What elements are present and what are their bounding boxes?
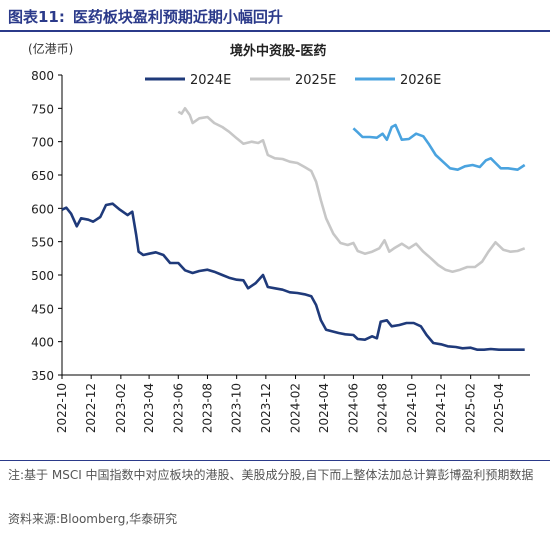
legend-label-2025E: 2025E — [295, 73, 336, 88]
series-line-2024E — [61, 202, 525, 351]
x-tick-label: 2023-04 — [142, 383, 156, 433]
y-tick-label: 600 — [31, 202, 54, 216]
x-tick-label: 2023-12 — [259, 383, 273, 433]
figure-source: 资料来源:Bloomberg,华泰研究 — [8, 512, 178, 526]
series-line-2026E — [352, 123, 526, 171]
y-tick-label: 650 — [31, 169, 54, 183]
y-tick-label: 400 — [31, 336, 54, 350]
x-tick-label: 2023-06 — [171, 383, 185, 433]
x-tick-label: 2025-02 — [464, 383, 478, 433]
x-tick-label: 2024-06 — [346, 383, 360, 433]
x-tick-label: 2023-08 — [200, 383, 214, 433]
figure-note: 注:基于 MSCI 中国指数中对应板块的港股、美股成分股,自下而上整体法加总计算… — [8, 468, 534, 482]
y-tick-label: 750 — [31, 102, 54, 116]
figure-title-text: 医药板块盈利预期近期小幅回升 — [72, 8, 283, 26]
line-chart: 350 400 450 500 550 600 650 700 750 800 2022-10 202… — [31, 69, 530, 433]
x-tick-label: 2024-04 — [317, 383, 331, 433]
title-divider — [0, 30, 550, 32]
y-tick-label: 800 — [31, 69, 54, 83]
y-tick-label: 500 — [31, 269, 54, 283]
y-tick-label: 450 — [31, 302, 54, 316]
y-tick-label: 700 — [31, 136, 54, 150]
x-tick-label: 2022-12 — [84, 383, 98, 433]
legend-label-2026E: 2026E — [400, 73, 441, 88]
x-tick-label: 2024-08 — [376, 383, 390, 433]
chart-axes: 350 400 450 500 550 600 650 700 750 800 2022-10 202… — [31, 69, 530, 433]
x-tick-label: 2022-10 — [55, 383, 69, 433]
x-tick-label: 2024-02 — [289, 383, 303, 433]
chart-title: 境外中资股-医药 — [230, 44, 327, 59]
chart-series — [61, 107, 526, 351]
figure-title: 图表11: 医药板块盈利预期近期小幅回升 — [8, 6, 283, 27]
x-tick-label: 2024-10 — [405, 383, 419, 433]
y-tick-label: 550 — [31, 236, 54, 250]
y-tick-label: 350 — [31, 369, 54, 383]
figure-number: 图表11: — [8, 8, 65, 26]
x-tick-label: 2023-10 — [230, 383, 244, 433]
legend-label-2024E: 2024E — [190, 73, 231, 88]
x-tick-label: 2025-04 — [492, 383, 506, 433]
x-tick-label: 2023-02 — [114, 383, 128, 433]
x-tick-label: 2024-12 — [434, 383, 448, 433]
series-line-2025E — [177, 107, 526, 273]
footer-divider — [0, 460, 550, 461]
chart-legend: 2024E 2025E 2026E — [145, 73, 441, 88]
y-axis-unit: (亿港币) — [28, 42, 74, 56]
